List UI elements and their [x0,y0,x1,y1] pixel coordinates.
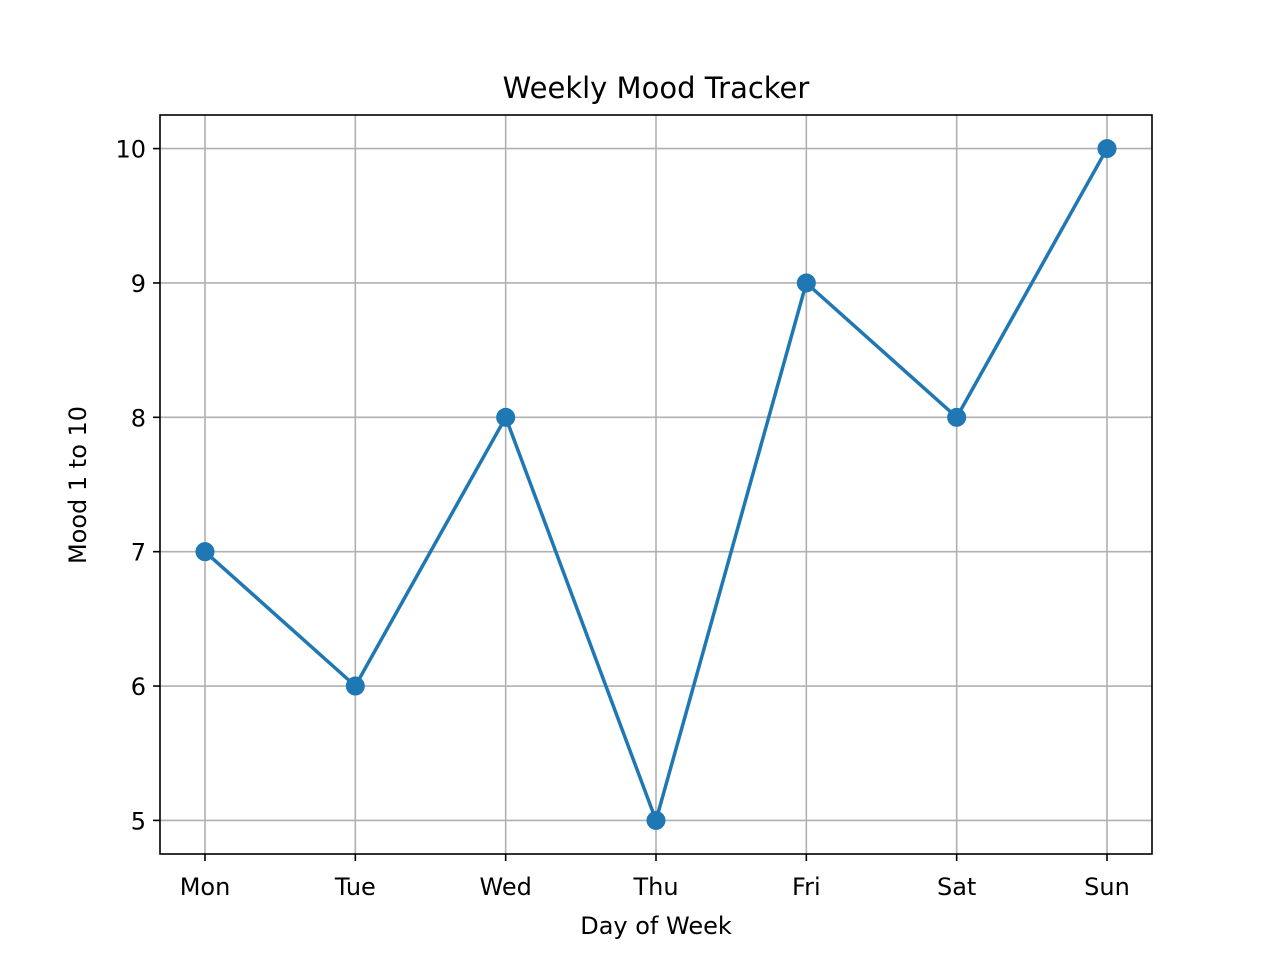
x-tick-label: Tue [334,873,376,901]
x-tick-label: Wed [480,873,532,901]
data-point [345,676,365,696]
x-tick-label: Sun [1084,873,1130,901]
x-tick-label: Thu [632,873,678,901]
x-tick-label: Fri [792,873,821,901]
x-tick-label: Sat [937,873,976,901]
y-axis-title: Mood 1 to 10 [64,406,92,564]
series-layer [195,139,1117,830]
data-point [947,407,967,427]
x-axis-title: Day of Week [580,912,732,940]
y-tick-label: 7 [131,539,146,567]
y-tick-label: 5 [131,807,146,835]
x-tick-label: Mon [180,873,231,901]
data-point [496,407,516,427]
data-point [646,810,666,830]
y-tick-label: 6 [131,673,146,701]
data-point [195,542,215,562]
y-tick-label: 10 [115,136,146,164]
y-tick-label: 8 [131,404,146,432]
axis-ticks: Mon Tue Wed Thu Fri Sat Sun 5 6 7 8 9 10 [115,136,1129,901]
data-point [1097,139,1117,159]
data-point [796,273,816,293]
grid [160,115,1152,854]
y-tick-label: 9 [131,270,146,298]
chart-title: Weekly Mood Tracker [503,71,810,105]
